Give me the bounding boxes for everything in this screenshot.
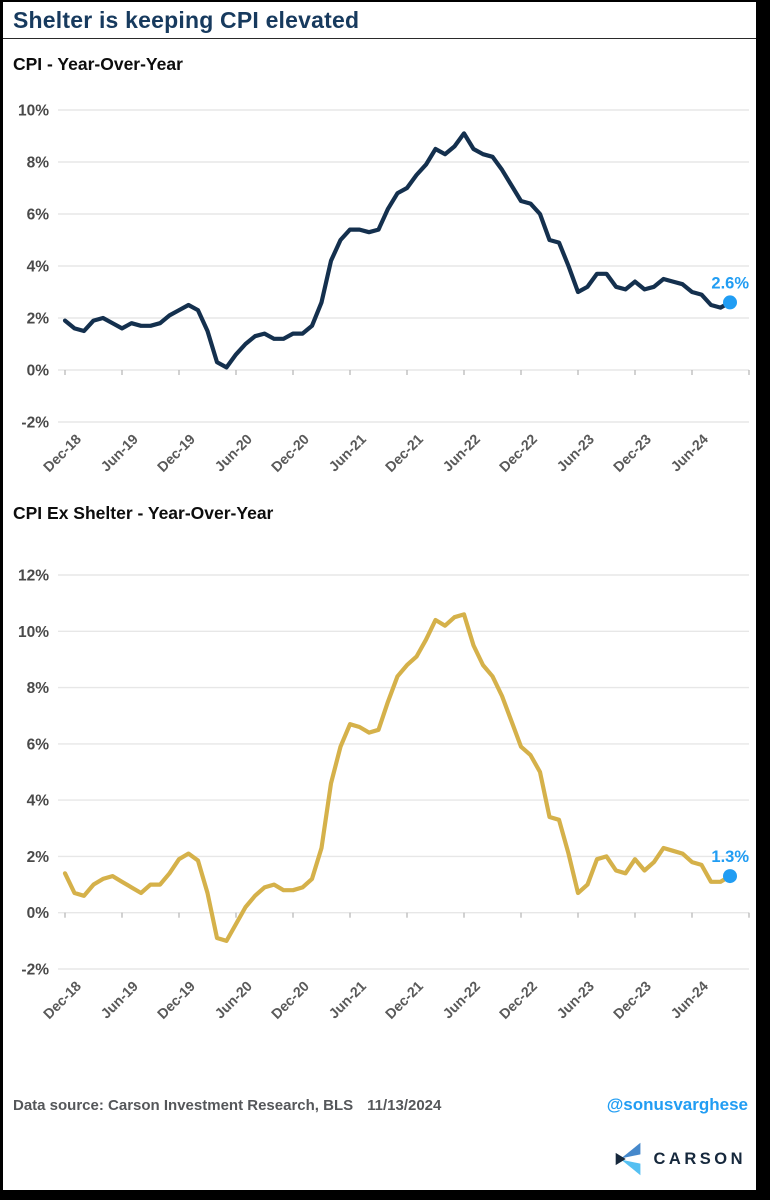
page-title: Shelter is keeping CPI elevated xyxy=(13,7,360,33)
svg-text:Jun-24: Jun-24 xyxy=(668,978,712,1022)
svg-text:Dec-19: Dec-19 xyxy=(155,978,199,1022)
svg-text:6%: 6% xyxy=(27,207,50,224)
carson-logo-text: CARSON xyxy=(653,1149,746,1168)
svg-text:Dec-22: Dec-22 xyxy=(497,431,541,475)
svg-text:4%: 4% xyxy=(27,793,50,810)
svg-text:Jun-19: Jun-19 xyxy=(98,978,142,1022)
svg-text:Jun-24: Jun-24 xyxy=(668,431,712,475)
svg-text:4%: 4% xyxy=(27,259,50,276)
svg-text:6%: 6% xyxy=(27,736,50,753)
svg-text:10%: 10% xyxy=(18,624,49,641)
svg-text:0%: 0% xyxy=(27,363,50,380)
svg-text:2%: 2% xyxy=(27,849,50,866)
cpi-chart-title: CPI - Year-Over-Year xyxy=(13,54,183,74)
carson-logo: CARSON xyxy=(611,1142,746,1176)
cpi-ex-shelter-yoy-chart: 12% 10% 8% 6% 4% 2% 0% -2%Dec-18 Jun-19 Dec-19 Jun… xyxy=(18,568,750,1023)
svg-text:Dec-20: Dec-20 xyxy=(269,978,313,1022)
svg-text:Dec-20: Dec-20 xyxy=(269,431,313,475)
svg-text:Jun-22: Jun-22 xyxy=(440,431,484,475)
svg-text:Jun-20: Jun-20 xyxy=(212,978,256,1022)
svg-text:Dec-23: Dec-23 xyxy=(611,431,655,475)
cpi-yoy-chart: 10% 8% 6% 4% 2% 0% -2%Dec-18 Jun-19 Dec-19 Jun-20… xyxy=(18,103,750,476)
date-text: 11/13/2024 xyxy=(367,1097,442,1114)
title-divider xyxy=(3,38,756,39)
svg-text:8%: 8% xyxy=(27,155,50,172)
svg-text:0%: 0% xyxy=(27,905,50,922)
svg-text:2%: 2% xyxy=(27,311,50,328)
svg-text:8%: 8% xyxy=(27,680,50,697)
svg-text:Dec-21: Dec-21 xyxy=(383,431,427,475)
svg-text:Dec-22: Dec-22 xyxy=(497,978,541,1022)
svg-text:12%: 12% xyxy=(18,568,49,585)
svg-text:Jun-21: Jun-21 xyxy=(326,978,370,1022)
svg-text:Jun-23: Jun-23 xyxy=(554,978,598,1022)
svg-text:-2%: -2% xyxy=(21,962,49,979)
svg-text:Dec-18: Dec-18 xyxy=(41,978,85,1022)
cpi-ex-shelter-chart-title: CPI Ex Shelter - Year-Over-Year xyxy=(13,503,274,523)
footer: Data source: Carson Investment Research,… xyxy=(13,1095,748,1115)
source-label: Data source: Carson Investment Research,… xyxy=(13,1097,354,1114)
svg-text:Jun-21: Jun-21 xyxy=(326,431,370,475)
svg-text:Jun-19: Jun-19 xyxy=(98,431,142,475)
twitter-handle: @sonusvarghese xyxy=(606,1095,748,1114)
svg-text:Dec-23: Dec-23 xyxy=(611,978,655,1022)
svg-text:Dec-18: Dec-18 xyxy=(41,431,85,475)
svg-text:Jun-22: Jun-22 xyxy=(440,978,484,1022)
svg-text:Jun-20: Jun-20 xyxy=(212,431,256,475)
chart-card: Shelter is keeping CPI elevated CPI - Ye… xyxy=(3,2,756,1190)
svg-text:-2%: -2% xyxy=(21,415,49,432)
svg-text:Dec-19: Dec-19 xyxy=(155,431,199,475)
svg-text:2.6%: 2.6% xyxy=(711,274,749,292)
data-source-text: Data source: Carson Investment Research,… xyxy=(13,1097,441,1114)
carson-logo-icon xyxy=(616,1142,641,1176)
svg-text:10%: 10% xyxy=(18,103,49,120)
svg-text:Jun-23: Jun-23 xyxy=(554,431,598,475)
svg-text:Dec-21: Dec-21 xyxy=(383,978,427,1022)
svg-text:1.3%: 1.3% xyxy=(711,848,749,866)
